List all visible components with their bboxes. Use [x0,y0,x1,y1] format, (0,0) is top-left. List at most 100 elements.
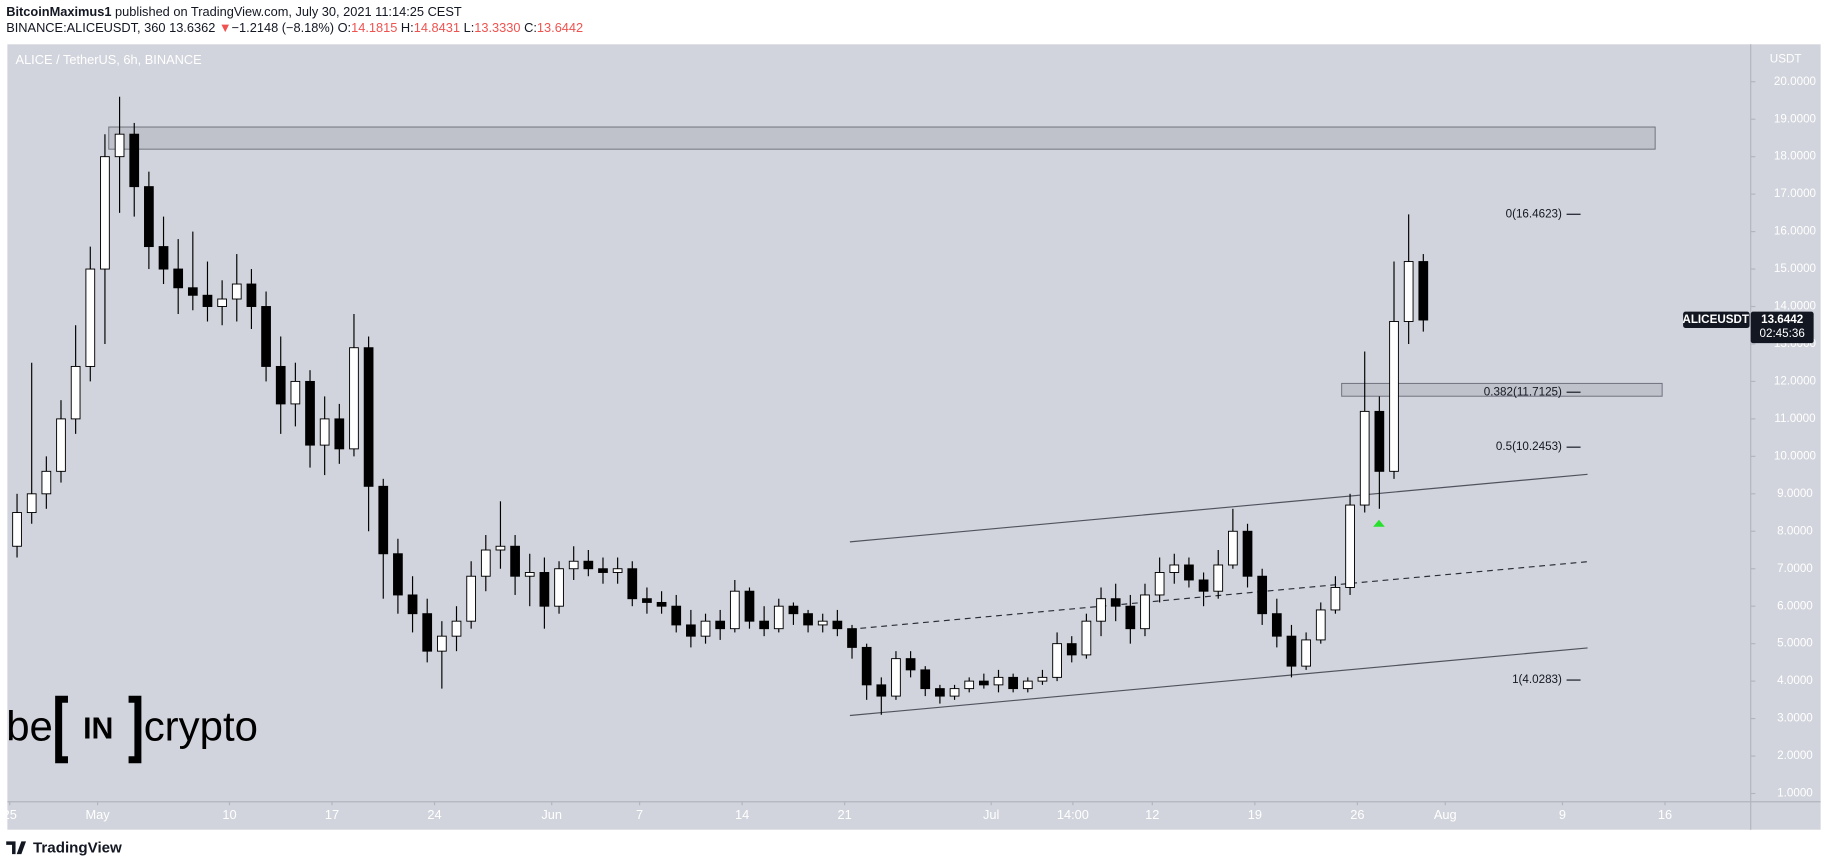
candle-body [334,418,345,450]
y-tick-label: 17.0000 [1774,187,1817,200]
candle-body [1359,410,1370,506]
candle-body [495,545,506,551]
y-tick-label: 12.0000 [1774,375,1817,388]
x-tick-label: 14:00 [1057,807,1089,822]
candle-body [1315,609,1326,641]
candle-body [114,133,125,158]
x-tick-label: May [86,807,111,822]
candle-body [905,658,916,671]
candle-body [26,493,37,514]
y-tick-label: 8.0000 [1777,524,1813,537]
candle-body [1096,598,1106,622]
candle-body [1301,639,1311,667]
candle-body [949,688,960,697]
candle-body [1037,676,1048,682]
candle-body [1418,261,1429,321]
x-tick-label: 24 [427,807,441,822]
candle-body [554,568,564,607]
candle-body [1286,635,1297,667]
candle-body [393,553,403,596]
candle-body [349,347,359,450]
h-value: 14.8431 [414,21,460,36]
author: BitcoinMaximus1 [6,4,111,19]
channel-lower [849,647,1588,717]
fib-label: 0(16.4623) [1506,207,1562,220]
candle-body [510,545,520,577]
arrow: ▼ [219,21,232,36]
y-tick-label: 1.0000 [1777,787,1813,800]
candle-body [480,549,491,577]
candle-body [568,560,579,570]
candle-body [832,620,843,630]
candle-body [1345,504,1355,588]
x-tick-label: Jun [541,807,562,822]
x-tick-label: 10 [222,807,236,822]
y-tick-label: 20.0000 [1774,75,1817,88]
footer-brand: TradingView [33,839,122,856]
footer-icon [6,841,27,855]
resistance-zone [108,126,1656,150]
price-tag-price: 13.6442 [1761,313,1804,326]
candle-body [817,620,828,626]
header-line-1: BitcoinMaximus1 published on TradingView… [6,4,462,19]
candle-body [144,186,154,248]
candle-body [41,470,52,495]
candle-body [85,268,96,367]
candle-body [788,605,799,615]
candle-body [847,628,857,648]
y-tick-label: 18.0000 [1774,150,1817,163]
candle-body [1081,620,1092,656]
candle-body [656,601,667,607]
candle-body [451,620,462,637]
price-tag-countdown: 02:45:36 [1760,327,1805,340]
time-axis [7,801,1751,830]
c-value: 13.6442 [537,21,583,36]
candle-body [407,594,418,615]
y-tick-label: 3.0000 [1777,712,1813,725]
candle-body [1125,605,1136,630]
candle-body [1198,579,1209,592]
symbol: BINANCE:ALICEUSDT, 360 [6,21,165,36]
channel-upper [849,473,1588,543]
candle-body [1154,572,1165,596]
x-tick-label: 17 [325,807,339,822]
candle-body [363,347,374,487]
x-tick-label: 12 [1145,807,1159,822]
footer: TradingView [6,839,122,856]
candle-body [217,298,227,307]
candle-body [436,635,447,652]
candle-body [275,365,286,405]
candle-body [1403,261,1414,322]
candle-body [187,287,198,296]
x-tick-label: Aug [1434,807,1457,822]
x-tick-label: 21 [838,807,852,822]
h-label: H: [401,21,414,36]
candle-body [378,485,389,555]
candle-body [700,620,711,637]
y-tick-label: 7.0000 [1777,562,1813,575]
candle-body [158,246,169,270]
candle-body [920,669,931,690]
candle-body [715,620,726,630]
x-tick-label: 26 [1350,807,1364,822]
candle-body [1110,598,1121,607]
candle-body [978,680,989,686]
o-value: 14.1815 [351,21,397,36]
x-tick-label: 14 [735,807,749,822]
fib-label: 0.5(10.2453) [1496,440,1562,453]
candle-body [1389,321,1399,472]
candle-body [100,156,110,270]
candle-body [56,418,66,472]
candle-body [1374,410,1385,472]
chart-title: ALICE / TetherUS, 6h, BINANCE [16,52,202,67]
candle-body [612,568,623,573]
candle-body [319,418,330,446]
l-label: L: [464,21,475,36]
y-tick-label: 15.0000 [1774,262,1817,275]
y-tick-label: 14.0000 [1774,300,1817,313]
candle-body [1066,643,1077,656]
header-line-2: BINANCE:ALICEUSDT, 360 13.6362 ▼−1.2148 … [6,21,583,36]
logo-brackets [55,695,142,764]
